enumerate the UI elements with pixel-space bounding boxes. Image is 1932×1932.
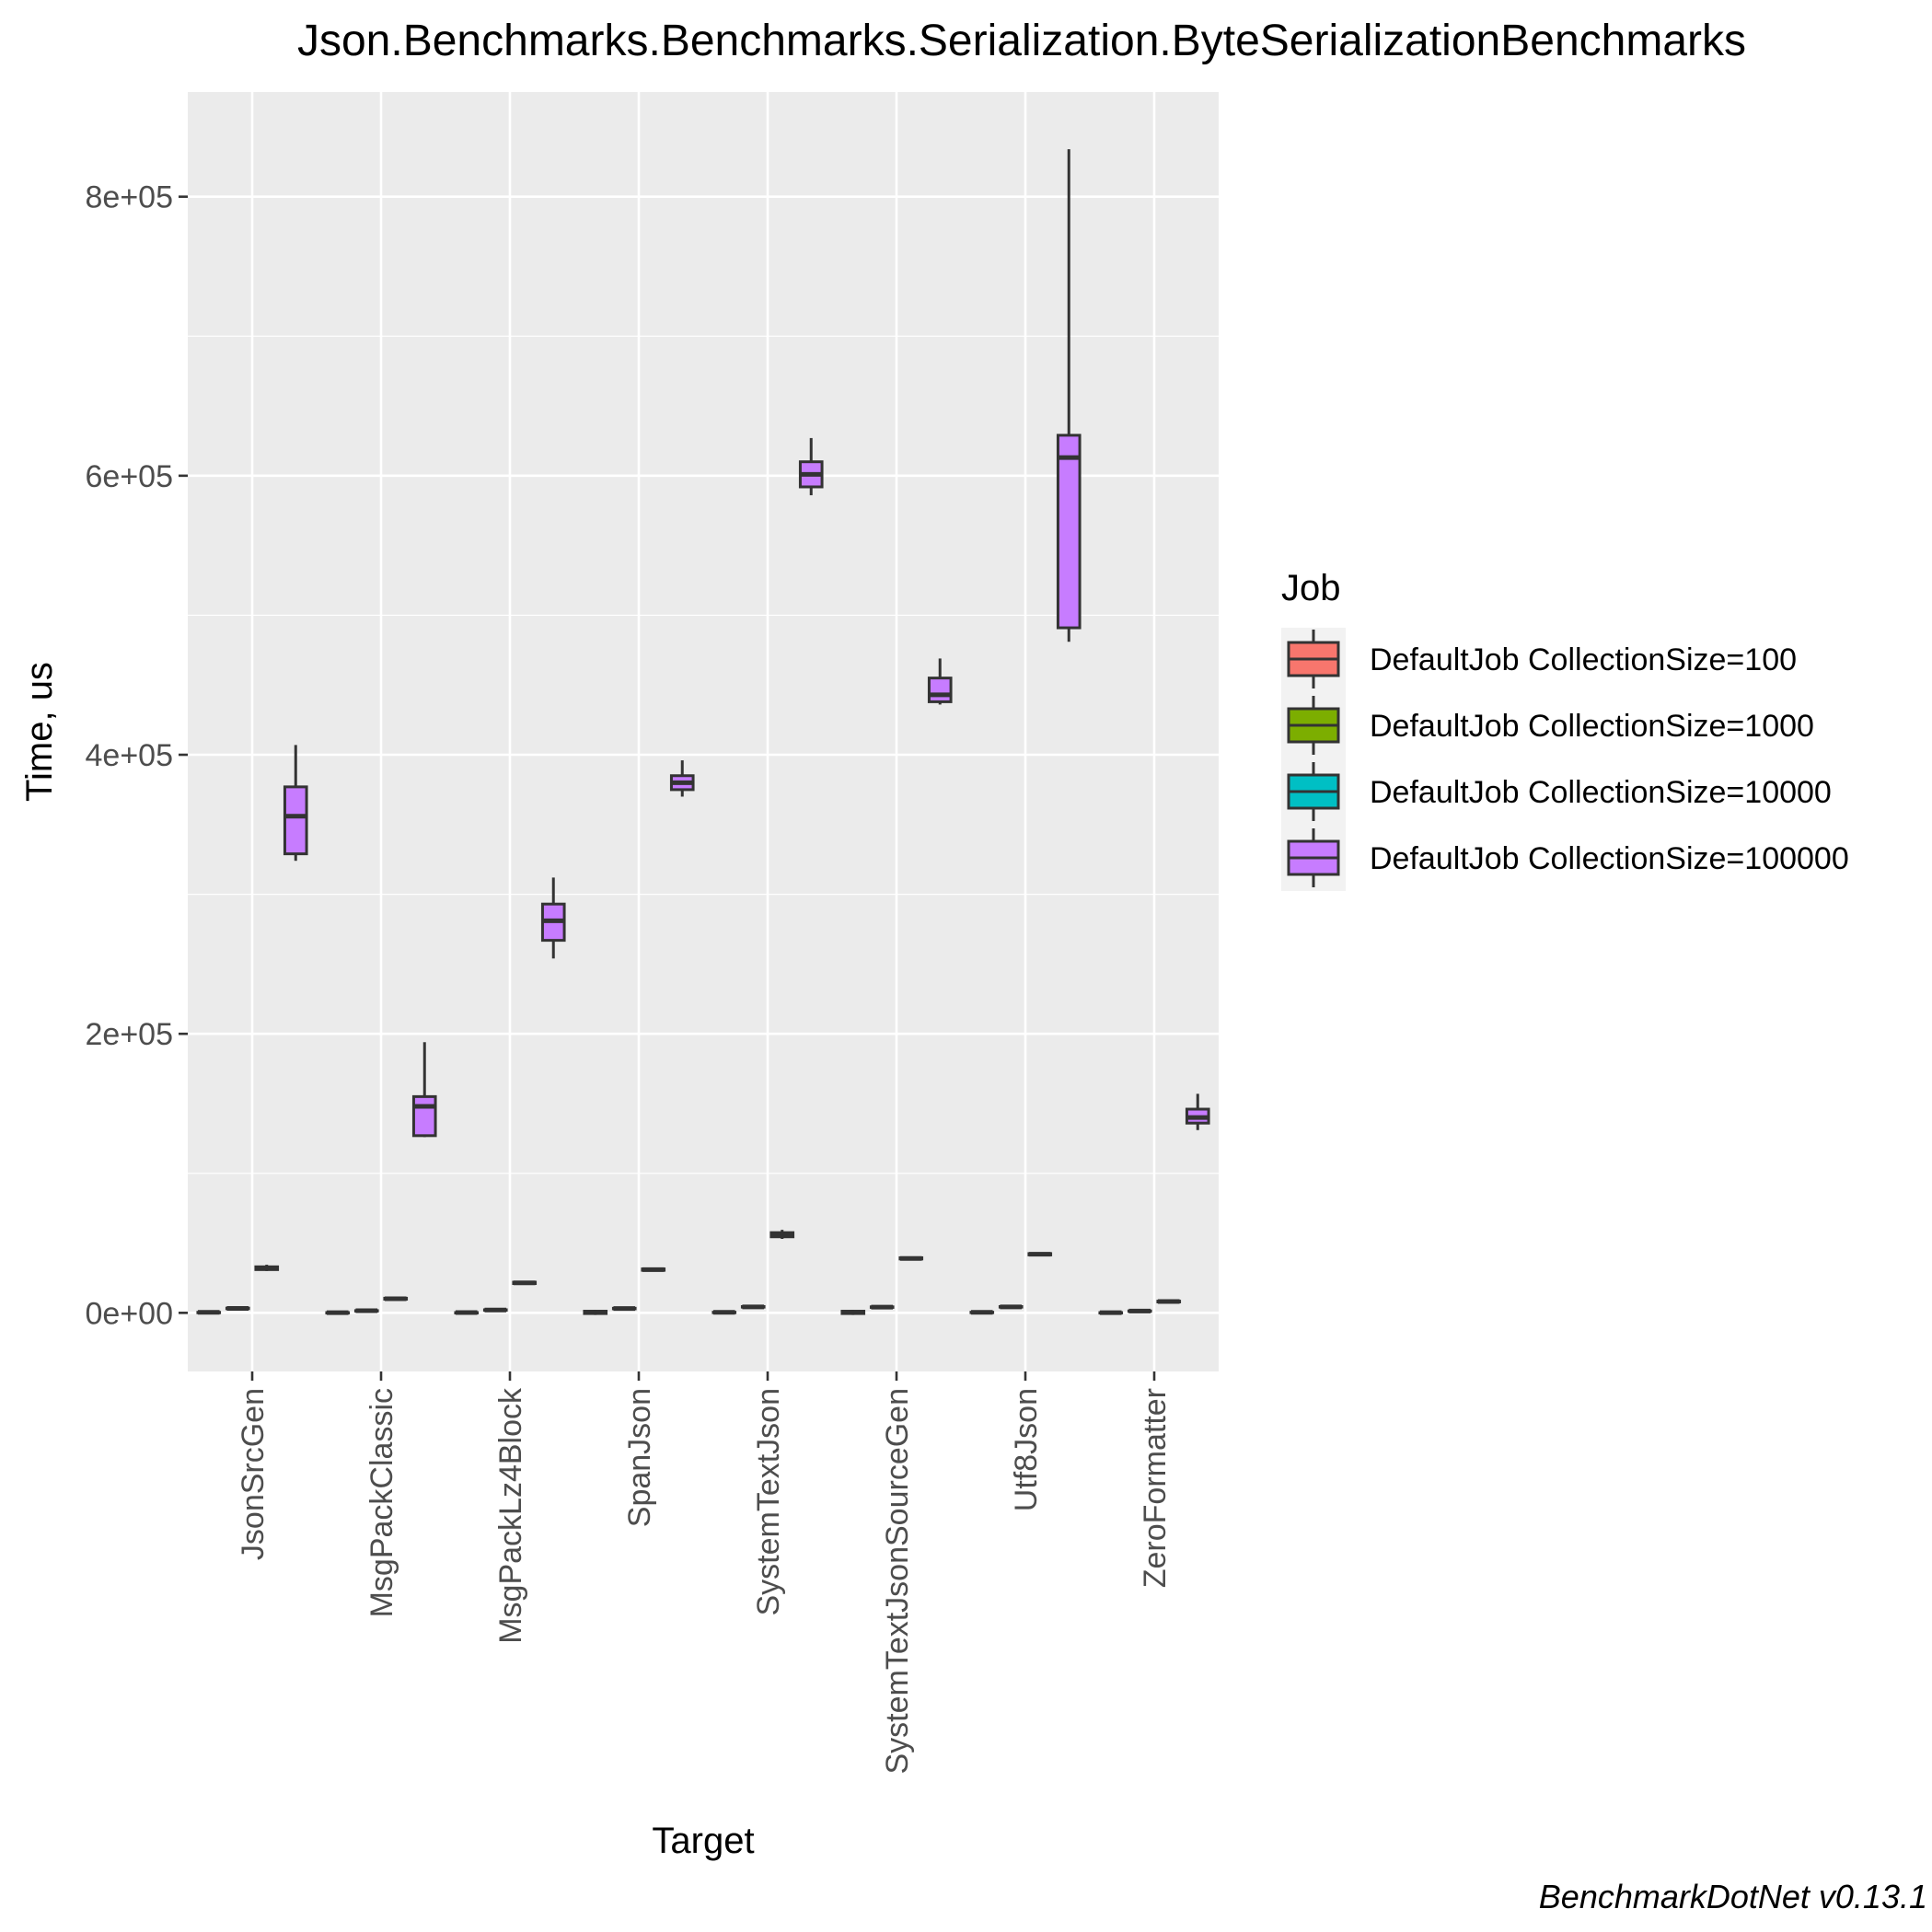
box-MsgPackClassic-1 [353,1308,379,1313]
legend-item-3: DefaultJob CollectionSize=100000 [1287,828,1849,887]
x-tick-label: SpanJson [622,1388,657,1527]
legend-label: DefaultJob CollectionSize=1000 [1370,709,1814,744]
box-SystemTextJson-3 [798,437,824,496]
legend-label: DefaultJob CollectionSize=100 [1370,642,1797,677]
box-body [411,1094,437,1138]
legend-item-2: DefaultJob CollectionSize=10000 [1287,762,1832,821]
y-tick-label: 2e+05 [86,1017,174,1052]
x-tick-label: JsonSrcGen [236,1388,271,1560]
box-JsonSrcGen-3 [283,745,308,862]
grid-minor-lines [188,335,1219,1174]
x-tick-label: SystemTextJson [751,1388,786,1616]
box-ZeroFormatter-2 [1156,1299,1182,1304]
box-SystemTextJsonSourceGen-3 [927,658,953,705]
box-body [927,677,953,703]
legend: Job DefaultJob CollectionSize=100 Default… [1281,568,1849,891]
box-ZeroFormatter-1 [1127,1308,1152,1313]
legend-title: Job [1281,568,1341,608]
box-body [1056,434,1082,630]
box-SystemTextJsonSourceGen-2 [898,1255,924,1261]
x-tick-label: MsgPackLz4Block [493,1387,528,1644]
box-MsgPackClassic-2 [383,1296,409,1301]
x-axis-label: Target [652,1821,754,1861]
box-SpanJson-3 [669,760,695,797]
box-Utf8Json-1 [998,1304,1024,1310]
x-tick-label: MsgPackClassic [364,1388,399,1617]
box-body [283,785,308,856]
legend-item-1: DefaultJob CollectionSize=1000 [1287,696,1814,755]
legend-item-0: DefaultJob CollectionSize=100 [1287,630,1797,688]
legend-label: DefaultJob CollectionSize=10000 [1370,775,1832,810]
box-MsgPackLz4Block-2 [512,1280,538,1286]
box-SpanJson-2 [641,1267,666,1272]
y-tick-label: 8e+05 [86,180,174,215]
y-tick-label: 0e+00 [86,1296,174,1331]
box-SystemTextJsonSourceGen-0 [840,1310,866,1315]
box-MsgPackLz4Block-3 [540,877,566,959]
box-JsonSrcGen-1 [225,1305,250,1311]
box-SystemTextJson-1 [740,1304,766,1310]
box-Utf8Json-2 [1027,1252,1053,1257]
chart-title: Json.Benchmarks.Benchmarks.Serialization… [297,17,1746,65]
grid-major-lines [188,92,1219,1371]
x-tick-label: SystemTextJsonSourceGen [880,1388,915,1775]
y-axis: 0e+00 2e+05 4e+05 6e+05 8e+05 [86,180,188,1331]
box-SystemTextJsonSourceGen-1 [869,1304,895,1310]
box-Utf8Json-3 [1056,149,1082,642]
box-ZeroFormatter-3 [1185,1093,1210,1130]
box-SpanJson-0 [583,1310,608,1315]
x-axis: JsonSrcGen MsgPackClassic MsgPackLz4Block S… [236,1371,1173,1775]
x-tick-label: ZeroFormatter [1138,1388,1173,1588]
box-MsgPackClassic-3 [411,1042,437,1138]
box-JsonSrcGen-2 [254,1265,280,1271]
x-tick-label: Utf8Json [1009,1388,1044,1511]
box-SystemTextJson-2 [769,1230,795,1239]
plot-panel [188,92,1219,1371]
legend-label: DefaultJob CollectionSize=100000 [1370,841,1849,876]
y-tick-label: 6e+05 [86,459,174,494]
box-SpanJson-1 [611,1306,637,1312]
box-layer [196,149,1210,1315]
caption: BenchmarkDotNet v0.13.1 [1539,1878,1927,1915]
box-MsgPackLz4Block-1 [482,1307,508,1313]
y-tick-label: 4e+05 [86,738,174,773]
y-axis-label: Time, us [19,662,60,802]
